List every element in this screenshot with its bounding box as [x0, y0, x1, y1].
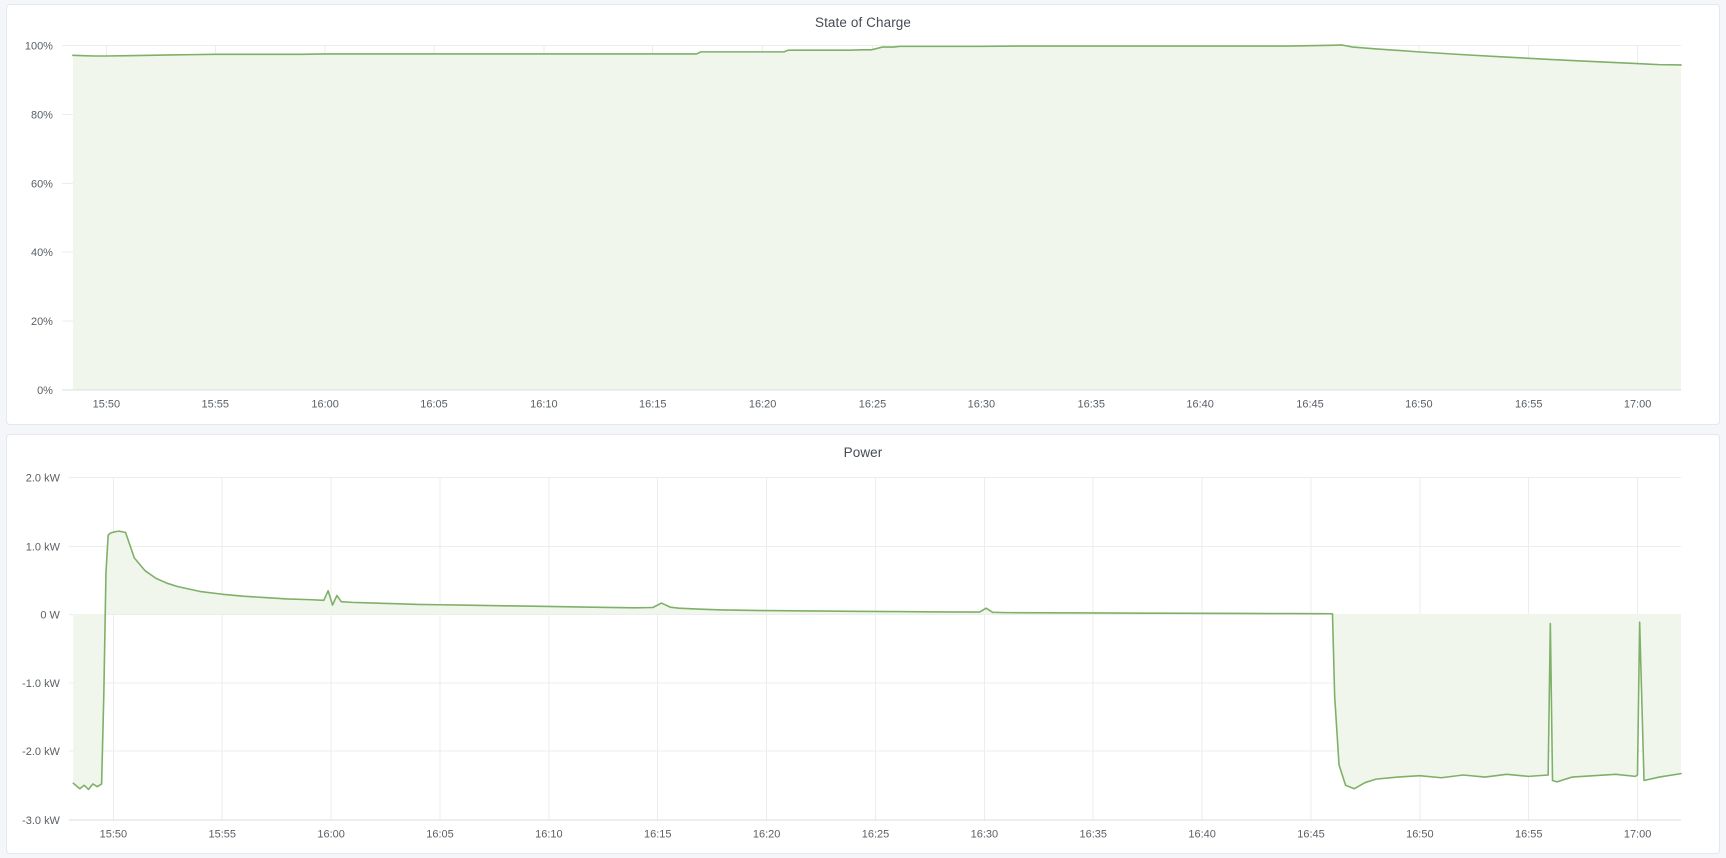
- y-tick-label: 0 W: [40, 609, 60, 621]
- x-tick-label: 17:00: [1624, 828, 1651, 840]
- x-tick-label: 16:35: [1080, 828, 1107, 840]
- x-tick-label: 16:25: [859, 399, 886, 411]
- series-area: [72, 44, 1682, 390]
- chart-svg-power[interactable]: -3.0 kW -2.0 kW -1.0 kW 0 W 1.0 kW 2.0 kW 15:5…: [7, 463, 1719, 854]
- panel-power[interactable]: Power -3.0 kW -2.0 kW -1.0 kW 0 W 1.0 kW 2.0 …: [6, 433, 1720, 854]
- panel-title-power: Power: [843, 444, 883, 460]
- x-tick-label: 16:50: [1405, 399, 1432, 411]
- x-tick-label: 16:55: [1515, 399, 1542, 411]
- y-tick-label: -3.0 kW: [22, 815, 60, 827]
- x-tick-label: 15:55: [202, 399, 229, 411]
- y-tick-label: 100%: [25, 40, 53, 52]
- y-tick-label: -2.0 kW: [22, 746, 60, 758]
- y-tick-label: 20%: [31, 316, 53, 328]
- x-tick-label: 16:40: [1188, 828, 1215, 840]
- series-line[interactable]: [72, 44, 1682, 66]
- panel-title-state-of-charge: State of Charge: [814, 15, 912, 30]
- y-tick-label: 40%: [31, 247, 53, 259]
- x-tick-label: 15:50: [93, 399, 120, 411]
- y-tick-label: 0%: [37, 385, 53, 397]
- x-tick-label: 15:55: [209, 828, 236, 840]
- panel-state-of-charge[interactable]: State of Charge 0% 20% 40% 60% 80% 100% 15:50 1…: [6, 4, 1720, 425]
- x-tick-label: 16:05: [426, 828, 453, 840]
- series-line[interactable]: [72, 529, 1682, 790]
- y-tick-label: 60%: [31, 178, 53, 190]
- y-tick-label: 1.0 kW: [26, 541, 61, 553]
- x-tick-label: 16:30: [971, 828, 998, 840]
- chart-area-state-of-charge[interactable]: 0% 20% 40% 60% 80% 100% 15:50 15:55 16:00 16:05 16…: [7, 33, 1719, 424]
- y-tick-label: -1.0 kW: [22, 678, 60, 690]
- chart-area-power[interactable]: -3.0 kW -2.0 kW -1.0 kW 0 W 1.0 kW 2.0 kW 15:5…: [7, 463, 1719, 854]
- x-tick-label: 16:45: [1297, 828, 1324, 840]
- x-tick-label: 16:10: [535, 828, 562, 840]
- x-tick-label: 16:20: [749, 399, 776, 411]
- x-tick-label: 16:00: [317, 828, 344, 840]
- x-tick-label: 17:00: [1624, 399, 1651, 411]
- x-tick-label: 16:15: [639, 399, 666, 411]
- x-tick-label: 16:15: [644, 828, 671, 840]
- x-tick-label: 16:45: [1296, 399, 1323, 411]
- y-tick-label: 80%: [31, 109, 53, 121]
- x-tick-label: 16:10: [530, 399, 557, 411]
- series-area: [73, 530, 1682, 789]
- x-tick-label: 16:50: [1406, 828, 1433, 840]
- x-tick-label: 16:40: [1186, 399, 1213, 411]
- x-tick-label: 16:05: [420, 399, 447, 411]
- x-tick-label: 15:50: [100, 828, 127, 840]
- x-tick-label: 16:00: [311, 399, 338, 411]
- x-tick-label: 16:20: [753, 828, 780, 840]
- x-tick-label: 16:30: [968, 399, 995, 411]
- x-tick-label: 16:25: [862, 828, 889, 840]
- x-tick-label: 16:55: [1515, 828, 1542, 840]
- y-tick-label: 2.0 kW: [26, 472, 61, 484]
- x-tick-label: 16:35: [1078, 399, 1105, 411]
- chart-svg-state-of-charge[interactable]: 0% 20% 40% 60% 80% 100% 15:50 15:55 16:00 16:05 16…: [7, 33, 1719, 424]
